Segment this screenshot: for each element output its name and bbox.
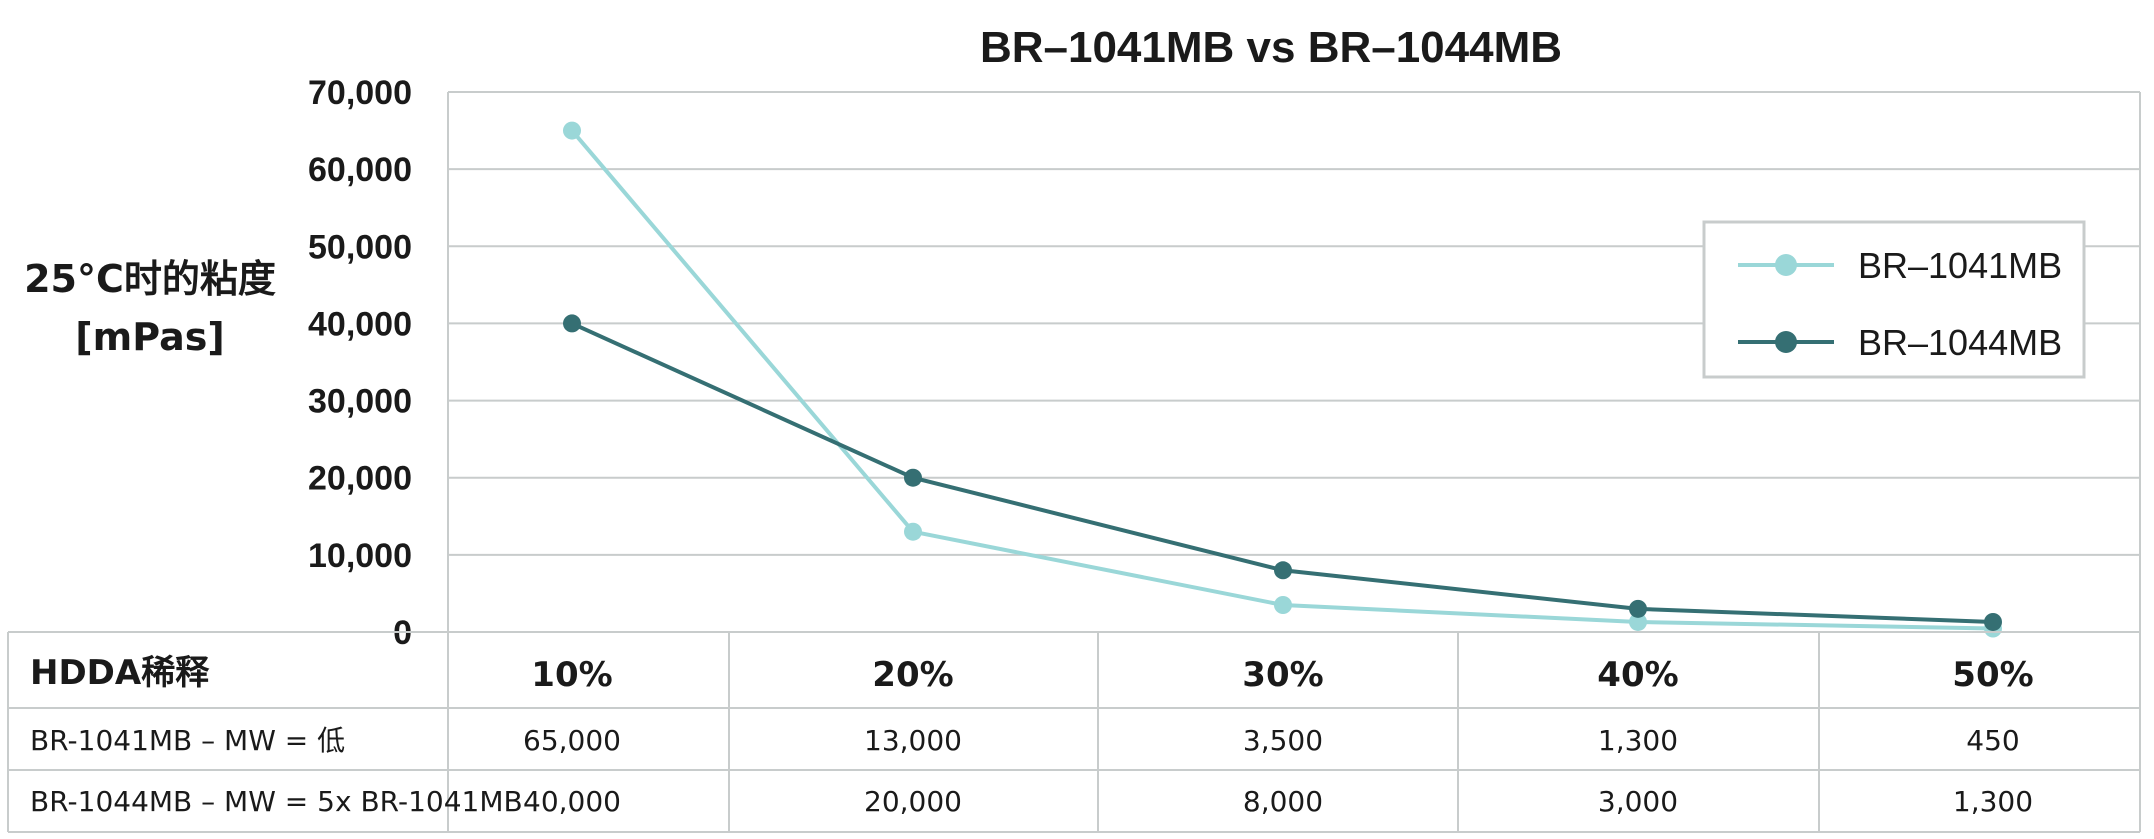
legend-box (1702, 220, 2086, 379)
data-point (563, 121, 581, 140)
grid-lines (447, 91, 2141, 633)
table-cell: 1,300 (1953, 785, 2033, 818)
table-cell: 13,000 (864, 724, 962, 757)
table-cell: 1,300 (1598, 724, 1678, 757)
table-cell: 3,000 (1598, 785, 1678, 818)
data-point (1274, 561, 1292, 580)
y-axis-label-line-2: [mPas] (75, 315, 224, 359)
table-cell: 20,000 (864, 785, 962, 818)
table-cell: 450 (1966, 724, 2019, 757)
table-column-header: 10% (531, 655, 612, 695)
data-point (1629, 599, 1647, 618)
y-tick-label: 70,000 (308, 74, 412, 112)
table-column-header: 30% (1242, 655, 1323, 695)
table-row-label: BR-1041MB – MW = 低 (30, 724, 345, 757)
y-tick-label: 30,000 (308, 383, 412, 421)
y-axis-label: 25°C时的粘度 [mPas] (24, 257, 276, 359)
table-header-label: HDDA稀释 (30, 653, 210, 693)
legend-label: BR–1041MB (1858, 245, 2062, 286)
y-tick-label: 20,000 (308, 460, 412, 498)
y-tick-labels: 70,000 60,000 50,000 40,000 30,000 20,000 10,0… (308, 74, 412, 652)
table-cell: 40,000 (523, 785, 621, 818)
series-lines (563, 121, 2002, 638)
series-line-1 (570, 129, 1994, 631)
data-point (904, 468, 922, 487)
legend-label: BR–1044MB (1858, 322, 2062, 363)
data-point (1984, 612, 2002, 631)
y-axis-label-line-1: 25°C时的粘度 (24, 257, 276, 301)
table-cell: 8,000 (1243, 785, 1323, 818)
data-point (1629, 612, 1647, 631)
table-column-header: 40% (1597, 655, 1678, 695)
table-cell: 3,500 (1243, 724, 1323, 757)
data-point (563, 314, 581, 333)
legend-marker (1775, 254, 1797, 276)
data-point (904, 522, 922, 541)
table-column-header: 20% (872, 655, 953, 695)
data-point (1274, 596, 1292, 614)
y-tick-label: 60,000 (308, 151, 412, 189)
y-tick-label: 10,000 (308, 537, 412, 575)
legend: BR–1041MB BR–1044MB (1702, 220, 2086, 379)
chart-title: BR–1041MB vs BR–1044MB (980, 23, 1562, 72)
table-row-label: BR-1044MB – MW = 5x BR-1041MB (30, 785, 523, 818)
table-cell: 65,000 (523, 724, 621, 757)
y-tick-label: 50,000 (308, 228, 412, 266)
data-table: HDDA稀释 10% 20% 30% 40% 50% BR-1041MB – MW = 低 6… (7, 631, 2141, 833)
legend-marker (1775, 331, 1797, 353)
table-column-header: 50% (1952, 655, 2033, 695)
y-tick-label: 40,000 (308, 305, 412, 343)
